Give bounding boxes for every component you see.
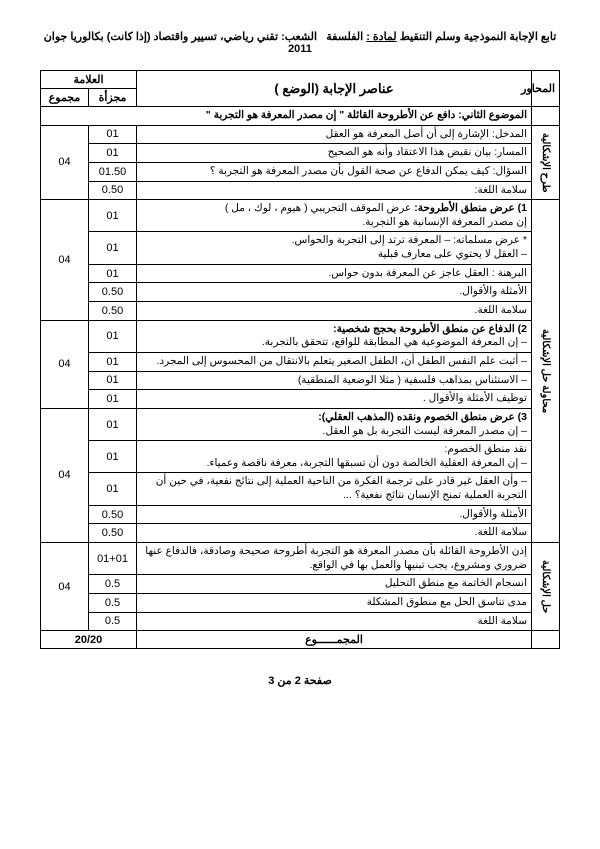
content-cell: البرهنة : العقل عاجز عن المعرفة بدون حوا…	[137, 264, 532, 283]
col-elements: عناصر الإجابة (الوضع )	[137, 71, 532, 107]
partial-score: 01	[89, 441, 137, 473]
content-cell: 2) الدفاع عن منطق الأطروحة بحجج شخصية:– …	[137, 320, 532, 352]
partial-score: 0.50	[89, 524, 137, 543]
page-header: تابع الإجابة النموذجية وسلم التنقيط لماد…	[40, 30, 560, 55]
content-cell: – وأن العقل غير قادر على ترجمة الفكرة من…	[137, 473, 532, 505]
partial-score: 0.5	[89, 612, 137, 631]
section-total: 04	[41, 408, 89, 542]
partial-score: 0.50	[89, 302, 137, 321]
axis-cell: طرح الإشكالية	[532, 125, 560, 200]
content-cell: توظيف الأمثلة والأقوال .	[137, 390, 532, 409]
partial-score: 0.50	[89, 505, 137, 524]
header-prefix: تابع الإجابة النموذجية وسلم التنقيط	[400, 31, 557, 43]
content-cell: – أثبت علم النفس الطفل أن، الطفل الصغير …	[137, 352, 532, 371]
page-footer: صفحة 2 من 3	[40, 674, 560, 687]
branch-label: الشعب:	[281, 31, 317, 43]
grand-total: 20/20	[41, 631, 137, 649]
content-cell: 3) عرض منطق الخصوم ونقده (المذهب العقلي)…	[137, 408, 532, 440]
section-total: 04	[41, 125, 89, 200]
subject: الفلسفة	[326, 31, 363, 43]
partial-score: 01	[89, 232, 137, 264]
content-cell: الأمثلة والأقوال.	[137, 283, 532, 302]
content-cell: السؤال: كيف يمكن الدفاع عن صحة القول بأن…	[137, 162, 532, 181]
content-cell: – الاستئناس بمذاهب فلسفية ( مثلا الوضعية…	[137, 371, 532, 390]
partial-score: 01+01	[89, 543, 137, 575]
content-cell: المدخل: الإشارة إلى أن أصل المعرفة هو ال…	[137, 125, 532, 144]
partial-score: 01	[89, 125, 137, 144]
partial-score: 01	[89, 352, 137, 371]
section-total: 04	[41, 320, 89, 408]
section-total: 04	[41, 543, 89, 631]
content-cell: سلامة اللغة	[137, 612, 532, 631]
section-total: 04	[41, 200, 89, 320]
partial-score: 01	[89, 320, 137, 352]
partial-score: 0.5	[89, 593, 137, 612]
partial-score: 0.5	[89, 575, 137, 594]
col-mark: العلامة	[41, 71, 137, 89]
partial-score: 0.50	[89, 283, 137, 302]
subject-label: لمادة :	[366, 31, 396, 43]
partial-score: 0.50	[89, 181, 137, 200]
content-cell: المسار: بيان نقيض هذا الاعتقاد وأنه هو ا…	[137, 144, 532, 163]
partial-score: 01	[89, 408, 137, 440]
col-total: مجموع	[41, 89, 89, 107]
axis-cell: محاولة حل الإشكالية	[532, 200, 560, 543]
col-partial: مجزأة	[89, 89, 137, 107]
content-cell: سلامة اللغة.	[137, 302, 532, 321]
grand-total-label: المجمــــــوع	[137, 631, 532, 649]
axis-cell: حل الإشكالية	[532, 543, 560, 631]
content-cell: الأمثلة والأقوال.	[137, 505, 532, 524]
content-cell: سلامة اللغة.	[137, 524, 532, 543]
content-cell: * عرض مسلماته: – المعرفة ترتد إلى التجرب…	[137, 232, 532, 264]
partial-score: 01	[89, 390, 137, 409]
content-cell: نقد منطق الخصوم:– إن المعرفة العقلية الخ…	[137, 441, 532, 473]
content-cell: مدى تناسق الحل مع منطوق المشكلة	[137, 593, 532, 612]
partial-score: 01.50	[89, 162, 137, 181]
partial-score: 01	[89, 264, 137, 283]
partial-score: 01	[89, 200, 137, 232]
branch: تقني رياضي، تسيير واقتصاد	[154, 31, 278, 43]
content-cell: 1) عرض منطق الأطروحة: عرض الموقف التجريب…	[137, 200, 532, 232]
content-cell: إذن الأطروحة القائلة بأن مصدر المعرفة هو…	[137, 543, 532, 575]
content-cell: سلامة اللغة:	[137, 181, 532, 200]
partial-score: 01	[89, 144, 137, 163]
topic-row: الموضوع الثاني: دافع عن الأطروحة القائلة…	[41, 107, 532, 126]
content-cell: انسجام الخاتمة مع منطق التحليل	[137, 575, 532, 594]
partial-score: 01	[89, 473, 137, 505]
answer-table: المحاور عناصر الإجابة (الوضع ) العلامة م…	[40, 70, 560, 649]
partial-score: 01	[89, 371, 137, 390]
col-axis: المحاور	[532, 71, 560, 107]
note: (إذا كانت)	[107, 31, 151, 43]
